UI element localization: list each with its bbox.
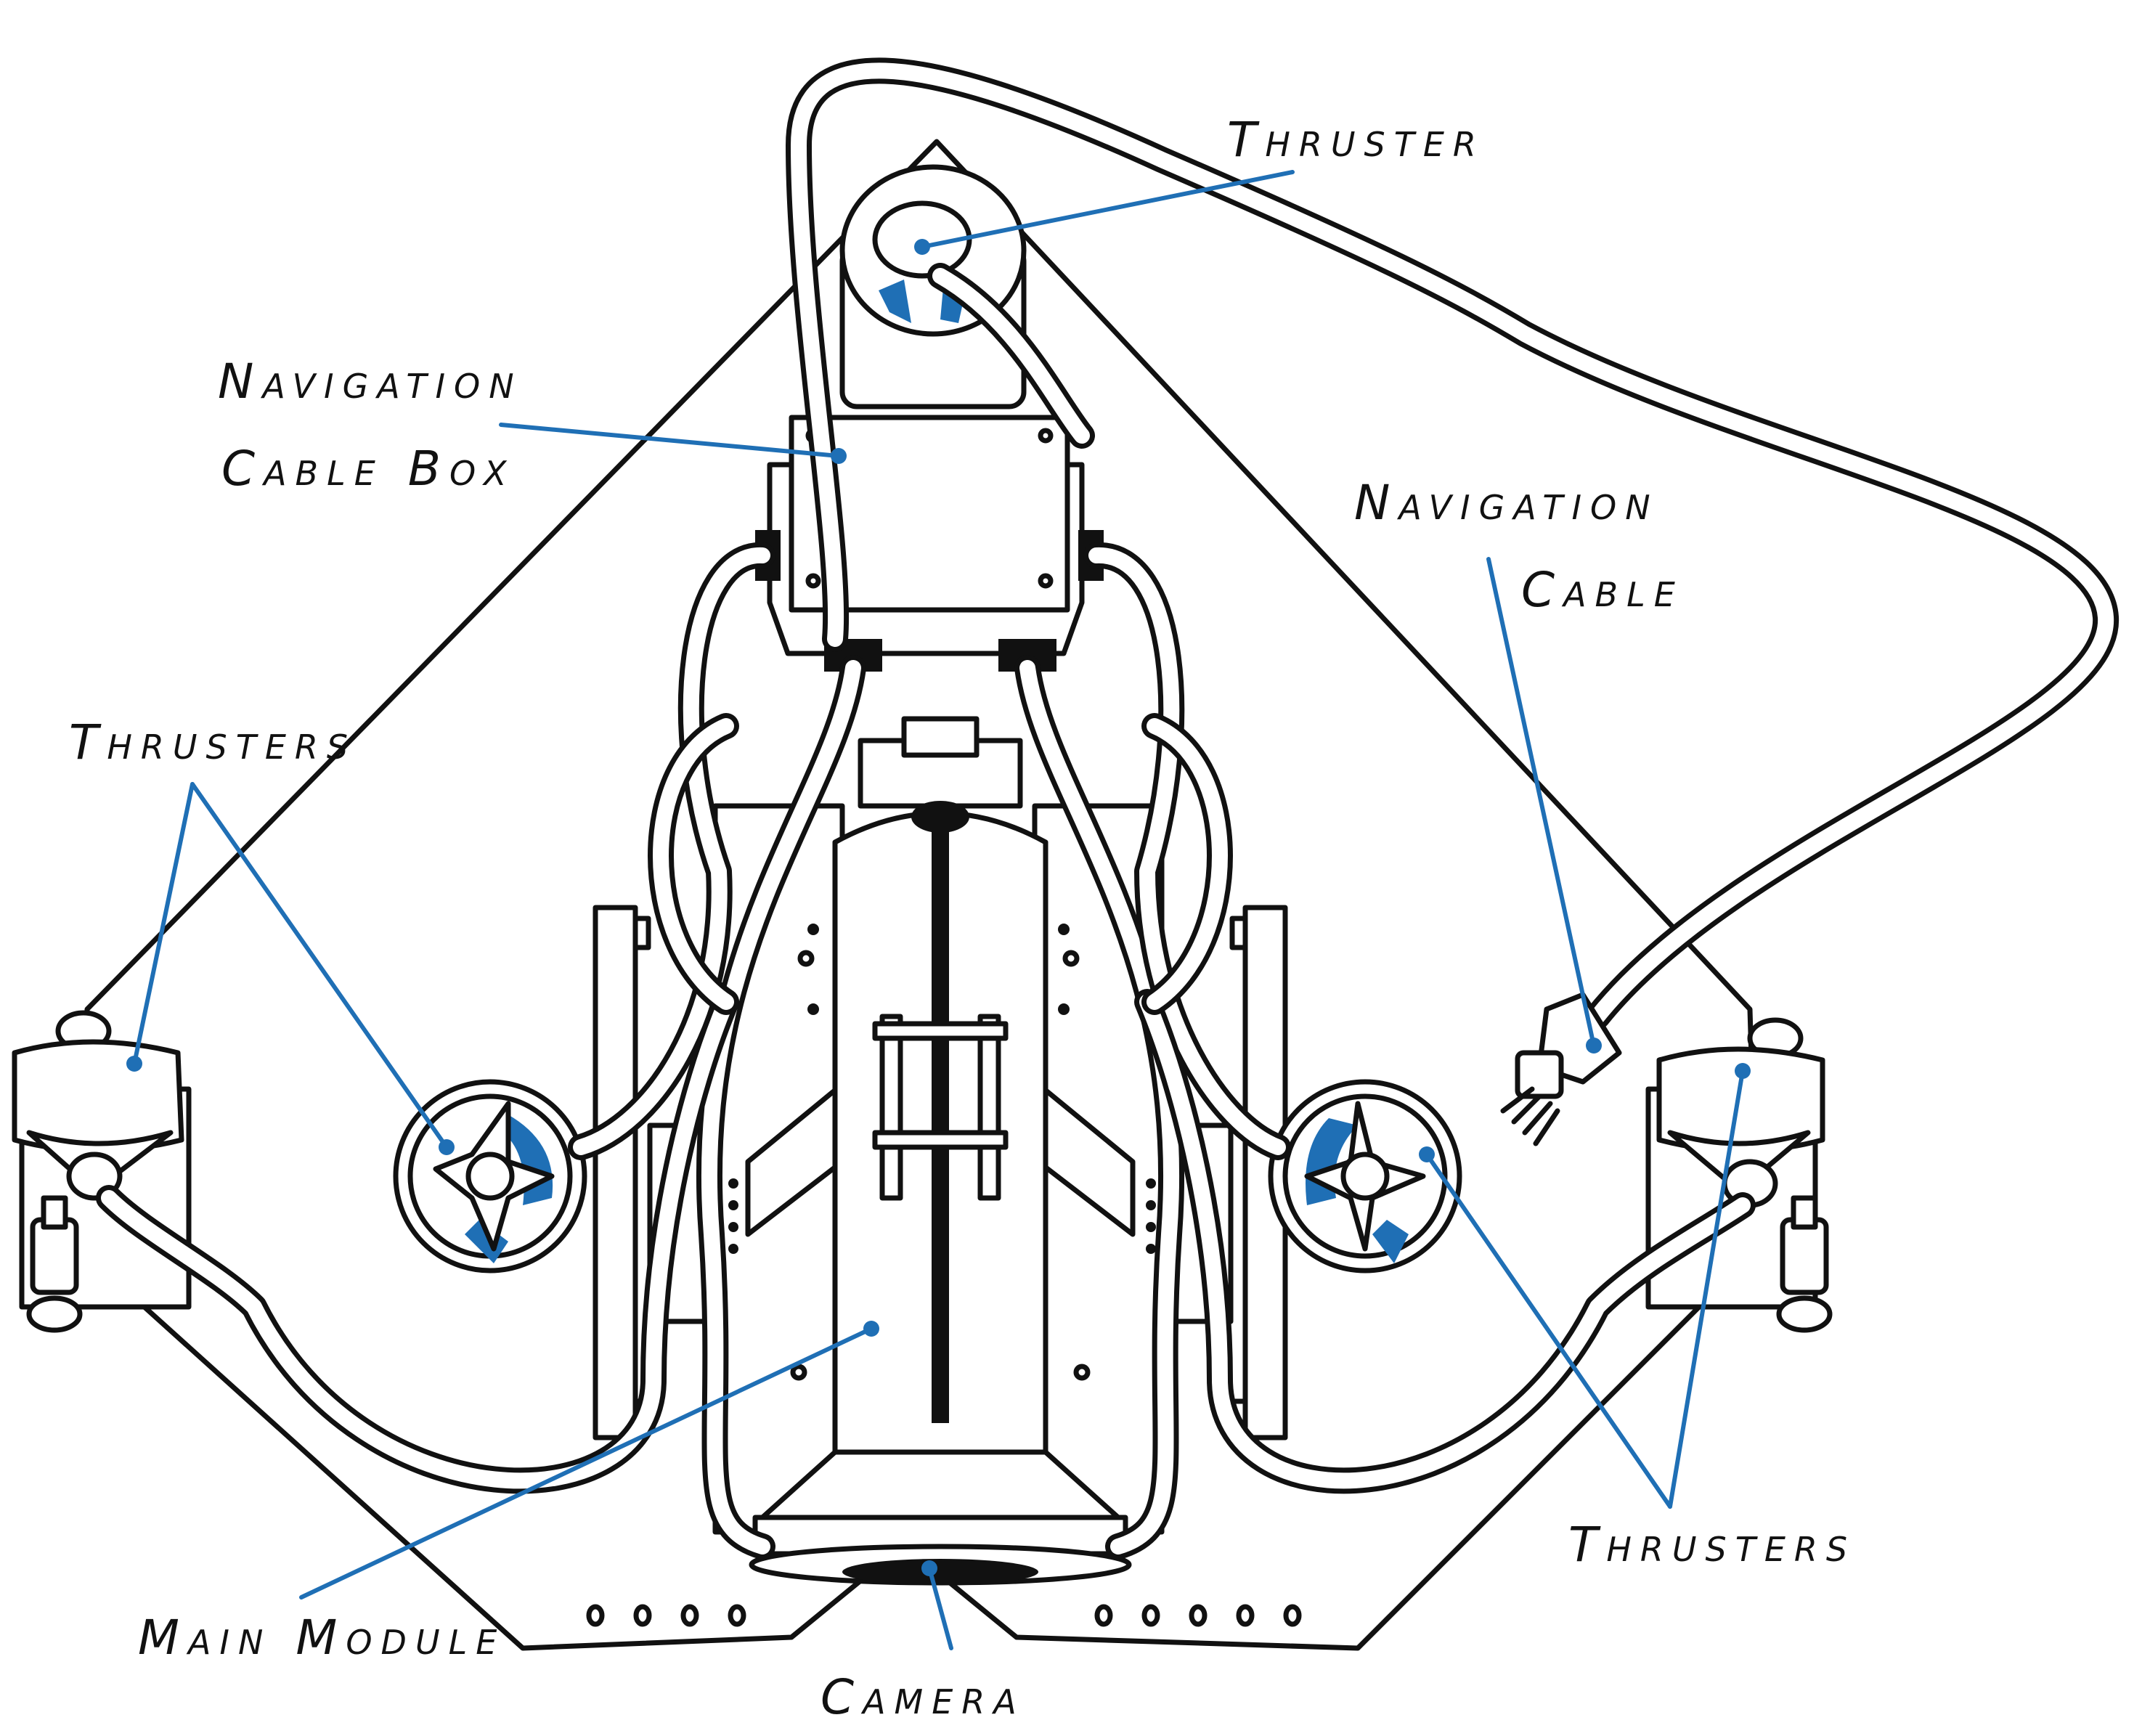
thruster-right-outer xyxy=(1645,1017,1833,1333)
label-camera: Camera xyxy=(820,1669,1025,1725)
label-main-module: Main Module xyxy=(138,1610,505,1666)
label-nav-cable-line1: Navigation xyxy=(1354,475,1659,531)
main-module xyxy=(745,716,1136,1557)
leader-lines xyxy=(126,170,1751,1650)
leader-thrusters-right-a xyxy=(1425,1152,1672,1509)
thruster-left-outer xyxy=(12,1010,192,1333)
leader-dot-main-module xyxy=(863,1321,879,1337)
label-thrusters-right: Thrusters xyxy=(1568,1517,1856,1573)
leader-camera xyxy=(927,1566,953,1650)
label-thruster-top: Thruster xyxy=(1227,112,1485,168)
leader-dot-thruster-top xyxy=(914,239,930,255)
leader-dot-camera xyxy=(921,1560,937,1576)
leader-main-module xyxy=(299,1327,874,1600)
cables xyxy=(96,57,2120,1560)
leader-thrusters-right-b xyxy=(1668,1069,1745,1509)
leader-dot-thrusters-right-a xyxy=(1419,1146,1435,1162)
thruster-left-mid xyxy=(393,1079,587,1274)
label-thrusters-left: Thrusters xyxy=(69,714,357,770)
leader-nav-cable-box xyxy=(499,423,841,458)
label-nav-cable-box-line1: Navigation xyxy=(218,354,523,409)
labels: Thruster Navigation Cable Box Navigation… xyxy=(69,112,1856,1725)
leader-dot-thrusters-right-b xyxy=(1735,1063,1751,1079)
leader-dot-nav-cable xyxy=(1586,1038,1602,1054)
label-nav-cable-line2: Cable xyxy=(1521,562,1684,618)
thruster-top xyxy=(839,164,1027,409)
frame-holes xyxy=(586,1604,1302,1627)
camera xyxy=(749,1544,1132,1586)
navigation-cable-connector xyxy=(1500,992,1622,1146)
navigation-cable-box xyxy=(755,415,1104,672)
leader-thruster-top xyxy=(920,170,1295,249)
leader-dot-thrusters-left-b xyxy=(439,1139,455,1155)
label-nav-cable-box-line2: Cable Box xyxy=(221,441,516,497)
leader-thrusters-left-a xyxy=(132,782,195,1066)
leader-thrusters-left-b xyxy=(190,782,449,1149)
thruster-right-mid xyxy=(1268,1079,1462,1274)
leader-nav-cable xyxy=(1486,557,1596,1048)
leader-dot-thrusters-left-a xyxy=(126,1056,142,1072)
leader-dot-nav-cable-box xyxy=(831,448,847,464)
